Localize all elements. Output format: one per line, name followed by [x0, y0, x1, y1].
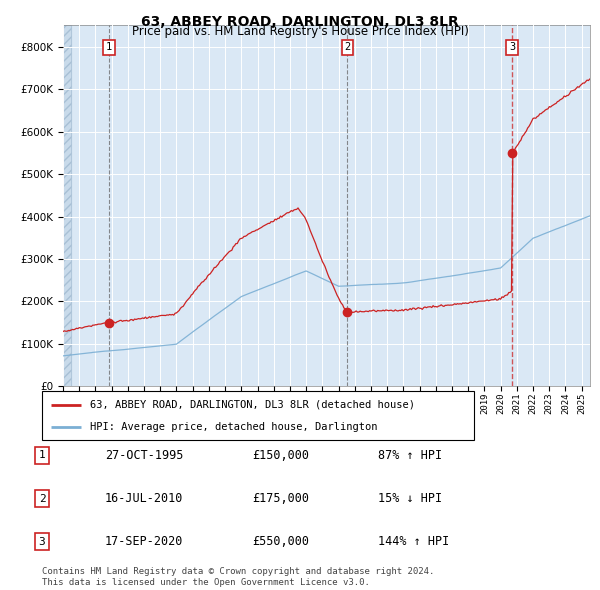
- Text: 87% ↑ HPI: 87% ↑ HPI: [378, 449, 442, 462]
- Text: 17-SEP-2020: 17-SEP-2020: [105, 535, 184, 548]
- Text: 3: 3: [509, 42, 515, 53]
- Text: This data is licensed under the Open Government Licence v3.0.: This data is licensed under the Open Gov…: [42, 578, 370, 588]
- Text: 2: 2: [344, 42, 350, 53]
- Text: HPI: Average price, detached house, Darlington: HPI: Average price, detached house, Darl…: [89, 422, 377, 432]
- Text: £550,000: £550,000: [252, 535, 309, 548]
- Text: 2: 2: [38, 494, 46, 503]
- Text: £150,000: £150,000: [252, 449, 309, 462]
- Text: 1: 1: [38, 451, 46, 460]
- Text: £175,000: £175,000: [252, 492, 309, 505]
- Bar: [63, 25, 71, 386]
- Text: Price paid vs. HM Land Registry's House Price Index (HPI): Price paid vs. HM Land Registry's House …: [131, 25, 469, 38]
- Text: 144% ↑ HPI: 144% ↑ HPI: [378, 535, 449, 548]
- Text: 1: 1: [106, 42, 112, 53]
- Text: Contains HM Land Registry data © Crown copyright and database right 2024.: Contains HM Land Registry data © Crown c…: [42, 566, 434, 576]
- Text: 16-JUL-2010: 16-JUL-2010: [105, 492, 184, 505]
- Text: 63, ABBEY ROAD, DARLINGTON, DL3 8LR (detached house): 63, ABBEY ROAD, DARLINGTON, DL3 8LR (det…: [89, 399, 415, 409]
- Text: 27-OCT-1995: 27-OCT-1995: [105, 449, 184, 462]
- FancyBboxPatch shape: [42, 391, 474, 440]
- Text: 63, ABBEY ROAD, DARLINGTON, DL3 8LR: 63, ABBEY ROAD, DARLINGTON, DL3 8LR: [141, 15, 459, 29]
- Text: 15% ↓ HPI: 15% ↓ HPI: [378, 492, 442, 505]
- Text: 3: 3: [38, 537, 46, 546]
- Bar: [63, 25, 71, 386]
